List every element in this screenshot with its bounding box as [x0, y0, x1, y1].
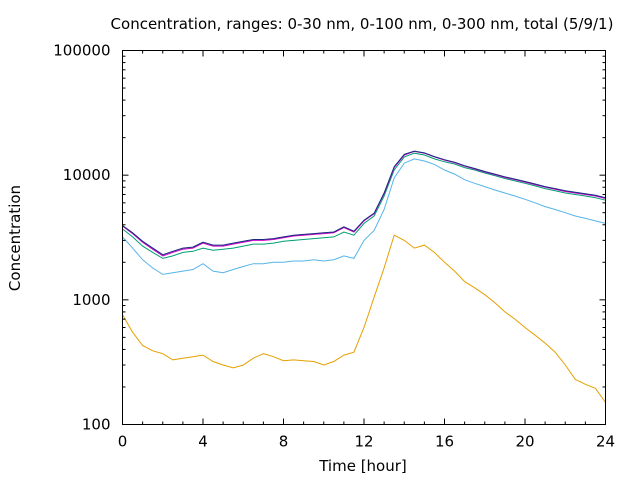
plot-series-group: [122, 150, 606, 403]
x-axis-label: Time [hour]: [318, 457, 407, 475]
x-tick-label: 0: [118, 433, 128, 451]
y-tick-label: 100000: [53, 42, 110, 60]
x-tick-label: 12: [354, 433, 373, 451]
series-line-1: [122, 234, 606, 403]
x-tick-label: 20: [515, 433, 534, 451]
series-line-5: [122, 150, 606, 256]
y-tick-label: 100: [82, 416, 111, 434]
x-tick-label: 16: [435, 433, 454, 451]
y-axis-label: Concentration: [6, 185, 24, 291]
chart-title: Concentration, ranges: 0-30 nm, 0-100 nm…: [111, 15, 614, 33]
x-tick-label: 8: [279, 433, 289, 451]
plot-frame: [122, 50, 606, 425]
x-tick-label: 24: [596, 433, 615, 451]
y-tick-label: 10000: [63, 166, 111, 184]
x-axis: 0 4 8 12 16 20 24: [118, 50, 615, 451]
series-line-3: [122, 152, 606, 259]
y-axis: 100 1000 10000 100000: [53, 42, 606, 434]
x-tick-label: 4: [198, 433, 208, 451]
series-line-2: [122, 158, 606, 275]
y-tick-label: 1000: [72, 291, 110, 309]
